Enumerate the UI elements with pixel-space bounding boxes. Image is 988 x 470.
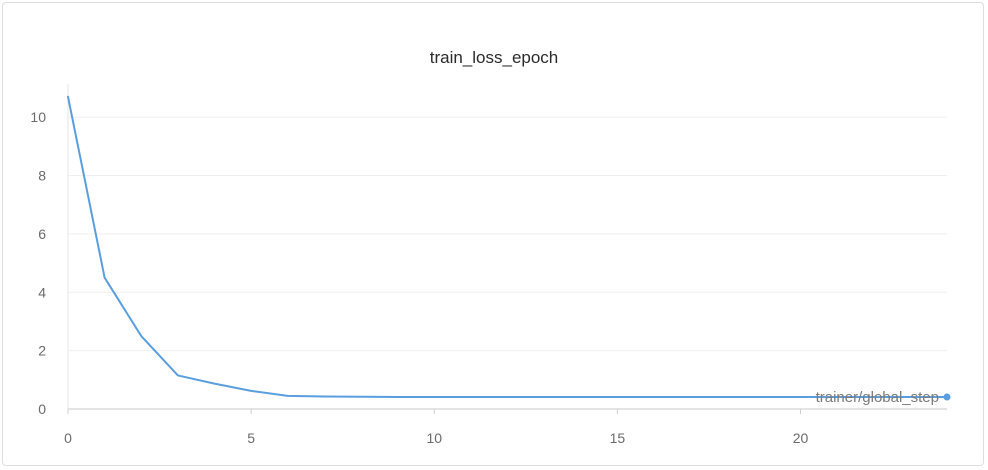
y-tick-label-4: 4 [38, 284, 46, 300]
y-tick-label-0: 0 [38, 401, 46, 417]
x-tick-label-0: 0 [64, 430, 72, 446]
x-tick-label-15: 15 [610, 430, 626, 446]
x-axis-ticks: 0 5 10 15 20 [64, 409, 808, 446]
series-line-0 [67, 95, 948, 399]
grid-lines [68, 116, 947, 352]
x-tick-label-10: 10 [426, 430, 442, 446]
y-tick-label-10: 10 [30, 109, 46, 125]
y-tick-label-8: 8 [38, 168, 46, 184]
series-label-0: trainer/global_step [816, 389, 939, 406]
y-tick-label-6: 6 [38, 226, 46, 242]
x-tick-label-20: 20 [793, 430, 809, 446]
y-tick-label-2: 2 [38, 343, 46, 359]
axes [67, 84, 947, 410]
series-end-point-0 [943, 393, 951, 401]
x-tick-label-5: 5 [247, 430, 255, 446]
y-axis-ticks: 0 2 4 6 8 10 [30, 109, 46, 417]
series-layer: trainer/global_step [67, 95, 951, 406]
chart-title: train_loss_epoch [430, 48, 559, 67]
